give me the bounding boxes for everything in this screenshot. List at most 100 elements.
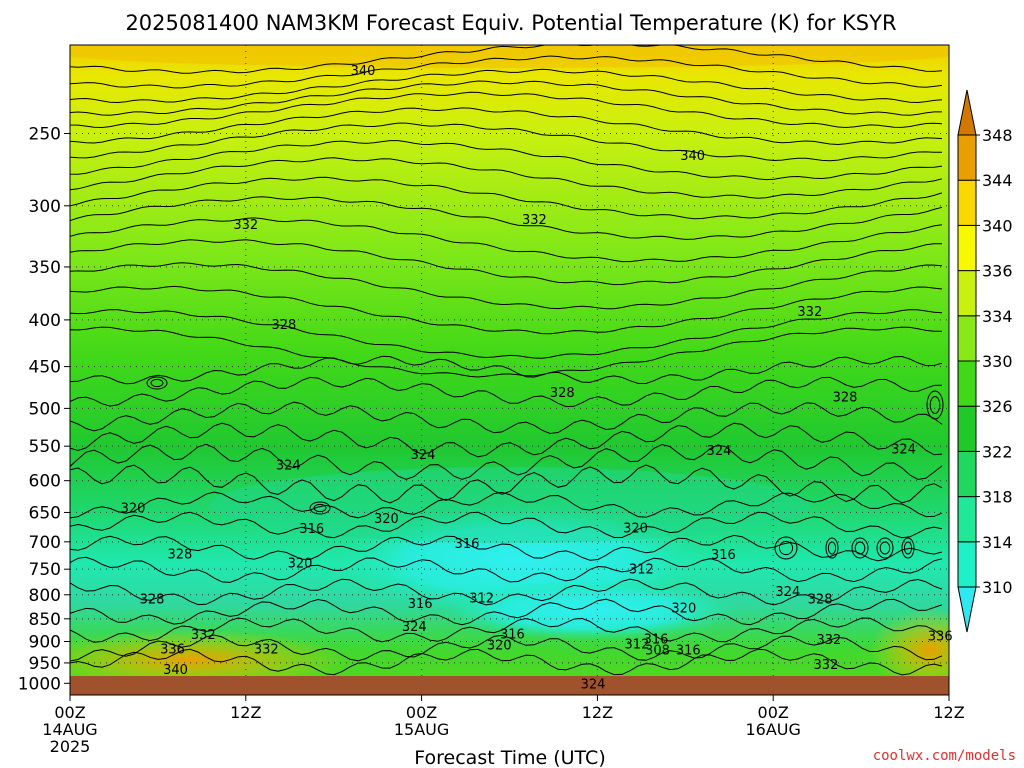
contour-line bbox=[70, 91, 943, 129]
contour-label: 332 bbox=[814, 658, 839, 673]
low-level-warm-pool bbox=[70, 630, 350, 690]
contour-label: 336 bbox=[928, 629, 953, 644]
plot-frame bbox=[69, 44, 950, 696]
y-tick-label: 900 bbox=[29, 632, 61, 652]
colorbar-label: 326 bbox=[982, 397, 1013, 416]
contour-label: 320 bbox=[487, 639, 512, 654]
contour-label: 308 bbox=[645, 643, 670, 658]
y-axis: 2503003504004505005506006507007508008509… bbox=[18, 124, 70, 694]
contour-label: 312 bbox=[625, 637, 650, 652]
contour-label: 332 bbox=[797, 305, 822, 320]
x-tick-label: 12Z bbox=[933, 703, 964, 722]
contour-label: 340 bbox=[351, 64, 376, 79]
contour-line bbox=[70, 157, 943, 199]
colorbar-segment bbox=[957, 496, 977, 543]
colorbar-segment bbox=[957, 360, 977, 407]
contour-label: 320 bbox=[623, 521, 648, 536]
y-tick-label: 600 bbox=[29, 472, 61, 492]
contour-label: 320 bbox=[288, 556, 313, 571]
colorbar-label: 322 bbox=[982, 442, 1013, 461]
colorbar-label: 348 bbox=[982, 126, 1013, 145]
contour-cell bbox=[309, 501, 331, 515]
colorbar-segment bbox=[957, 270, 977, 317]
contour-label: 328 bbox=[550, 386, 575, 401]
contour-line bbox=[70, 262, 943, 310]
contour-cell bbox=[901, 537, 915, 559]
contour-label: 332 bbox=[254, 642, 279, 657]
contour-line bbox=[70, 598, 943, 626]
contour-line bbox=[70, 401, 943, 435]
colorbar-segment bbox=[957, 541, 977, 588]
contour-line bbox=[70, 578, 943, 606]
contour-cell bbox=[851, 537, 869, 559]
contour-lines bbox=[70, 45, 944, 676]
contour-line bbox=[70, 422, 943, 458]
contour-label: 316 bbox=[676, 643, 701, 658]
contour-cell bbox=[854, 541, 866, 555]
contour-cell bbox=[313, 503, 327, 513]
contour-line bbox=[70, 464, 943, 504]
contour-label: 328 bbox=[833, 390, 858, 405]
colorbar-label: 330 bbox=[982, 352, 1013, 371]
colorbar-label: 314 bbox=[982, 533, 1013, 552]
colorbar-label: 340 bbox=[982, 216, 1013, 235]
mid-cool-band bbox=[210, 467, 810, 543]
x-tick-label: 00Z bbox=[758, 703, 789, 722]
contour-label: 324 bbox=[581, 677, 606, 692]
contour-label: 324 bbox=[411, 448, 436, 463]
colorbar: 310 314 318 322 326 330 334 336 340 344 348 bbox=[957, 89, 1013, 633]
contour-cell bbox=[879, 541, 891, 555]
x-tick-label: 15AUG bbox=[394, 720, 449, 739]
contour-line bbox=[70, 140, 943, 181]
colorbar-segment bbox=[957, 450, 977, 498]
colorbar-label: 334 bbox=[982, 307, 1013, 326]
y-tick-label: 250 bbox=[29, 124, 61, 144]
colorbar-segment bbox=[957, 315, 977, 362]
y-tick-label: 400 bbox=[29, 311, 61, 331]
colorbar-segment bbox=[957, 405, 977, 452]
contour-cell bbox=[146, 376, 168, 390]
y-tick-label: 450 bbox=[29, 358, 61, 378]
contour-label: 336 bbox=[160, 642, 185, 657]
contour-label: 332 bbox=[816, 633, 841, 648]
contour-cell bbox=[150, 378, 164, 388]
y-tick-label: 550 bbox=[29, 437, 61, 457]
colorbar-label: 318 bbox=[982, 488, 1013, 507]
chart-title: 2025081400 NAM3KM Forecast Equiv. Potent… bbox=[125, 11, 896, 35]
colorbar-segment bbox=[957, 134, 977, 181]
contour-cell bbox=[929, 396, 941, 414]
contour-line bbox=[70, 534, 943, 562]
x-tick-label: 2025 bbox=[50, 737, 91, 756]
y-tick-label: 1000 bbox=[18, 674, 61, 694]
contour-cell bbox=[903, 541, 913, 555]
contour-label: 316 bbox=[644, 632, 669, 647]
gridlines bbox=[70, 45, 949, 695]
colorbar-extend-low bbox=[957, 586, 977, 633]
x-tick-label: 12Z bbox=[230, 703, 261, 722]
contour-label: 320 bbox=[671, 601, 696, 616]
y-tick-label: 350 bbox=[29, 258, 61, 278]
x-axis-label: Forecast Time (UTC) bbox=[414, 747, 605, 768]
colorbar-segment bbox=[957, 179, 977, 226]
x-tick-label: 00Z bbox=[54, 703, 85, 722]
contour-label: 328 bbox=[140, 593, 165, 608]
y-tick-label: 500 bbox=[29, 399, 61, 419]
contour-line bbox=[70, 176, 943, 220]
x-tick-label: 12Z bbox=[582, 703, 613, 722]
x-tick-label: 14AUG bbox=[42, 720, 97, 739]
contour-label: 340 bbox=[680, 149, 705, 164]
contour-cell bbox=[778, 540, 794, 556]
contour-label: 328 bbox=[271, 318, 296, 333]
contour-line bbox=[70, 376, 943, 408]
colorbar-segment bbox=[957, 224, 977, 272]
contour-line bbox=[70, 443, 943, 481]
y-tick-label: 650 bbox=[29, 503, 61, 523]
contour-cell bbox=[926, 390, 944, 420]
contour-line bbox=[70, 80, 942, 116]
y-tick-label: 950 bbox=[29, 654, 61, 674]
contour-line bbox=[70, 285, 943, 335]
contour-line bbox=[70, 55, 943, 89]
contour-label: 324 bbox=[707, 444, 732, 459]
y-tick-label: 750 bbox=[29, 560, 61, 580]
